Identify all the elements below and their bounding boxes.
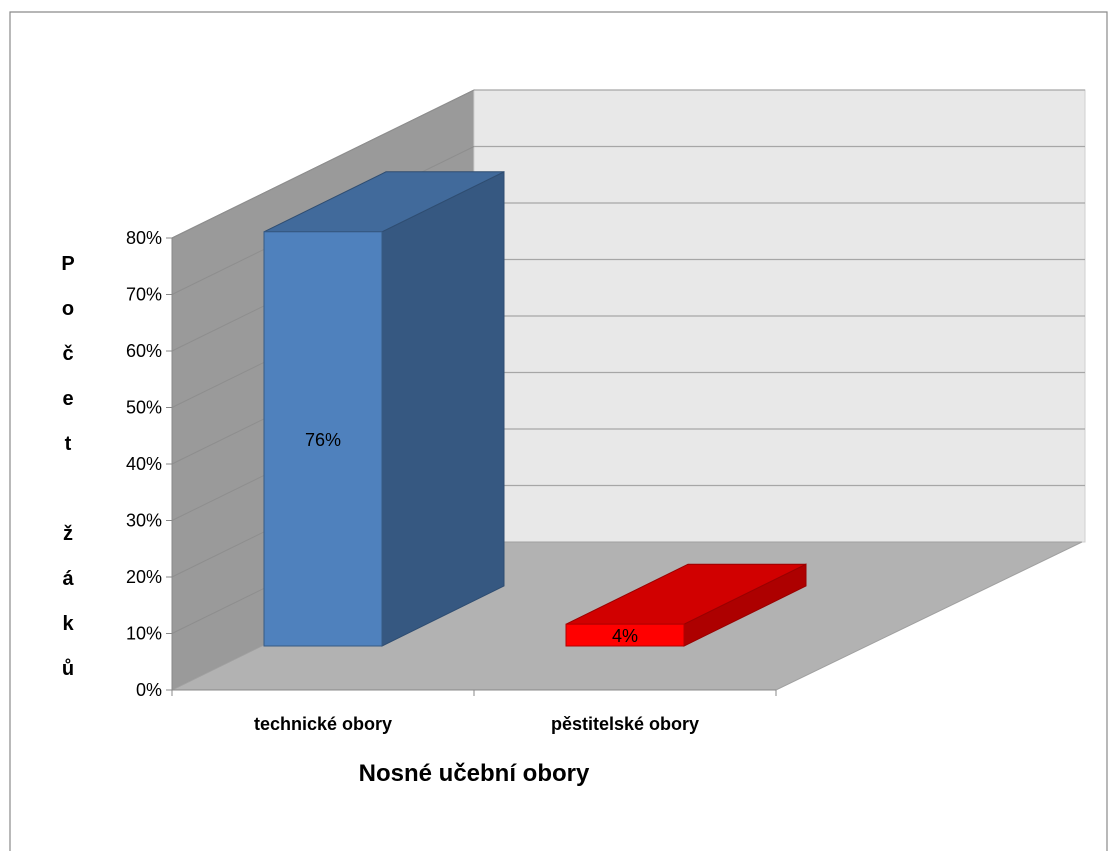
y-tick-label: 30% — [126, 511, 162, 531]
y-axis-label-letter: á — [62, 568, 74, 590]
y-axis-label-letter: k — [62, 613, 74, 635]
bar-1: 76% — [264, 172, 504, 646]
data-label: 76% — [305, 430, 341, 450]
x-tick-label: pěstitelské obory — [551, 714, 699, 734]
x-tick-label: technické obory — [254, 714, 392, 734]
y-axis-label-letter: P — [61, 253, 74, 275]
y-tick-label: 60% — [126, 341, 162, 361]
y-axis-ticks: 0% 10% 20% 30% 40% 50% 60% 70% 80% — [126, 228, 172, 700]
y-axis-label-letter: č — [62, 343, 73, 365]
y-axis-label-letter — [65, 478, 71, 500]
y-axis-label-letter: o — [62, 298, 74, 320]
y-tick-label: 20% — [126, 567, 162, 587]
y-tick-label: 40% — [126, 454, 162, 474]
y-tick-label: 80% — [126, 228, 162, 248]
y-tick-label: 50% — [126, 398, 162, 418]
y-axis-label-letter: t — [65, 433, 72, 455]
x-axis-ticks: technické obory pěstitelské obory — [172, 690, 776, 734]
y-axis-label-letter: ž — [63, 523, 73, 545]
y-tick-label: 10% — [126, 624, 162, 644]
y-axis-label-letter: e — [62, 388, 73, 410]
bar-side — [382, 172, 504, 646]
y-tick-label: 70% — [126, 285, 162, 305]
y-tick-label: 0% — [136, 680, 162, 700]
data-label: 4% — [612, 626, 638, 646]
y-axis-label-letter: ů — [62, 658, 74, 680]
x-axis-label: Nosné učební obory — [359, 760, 590, 787]
